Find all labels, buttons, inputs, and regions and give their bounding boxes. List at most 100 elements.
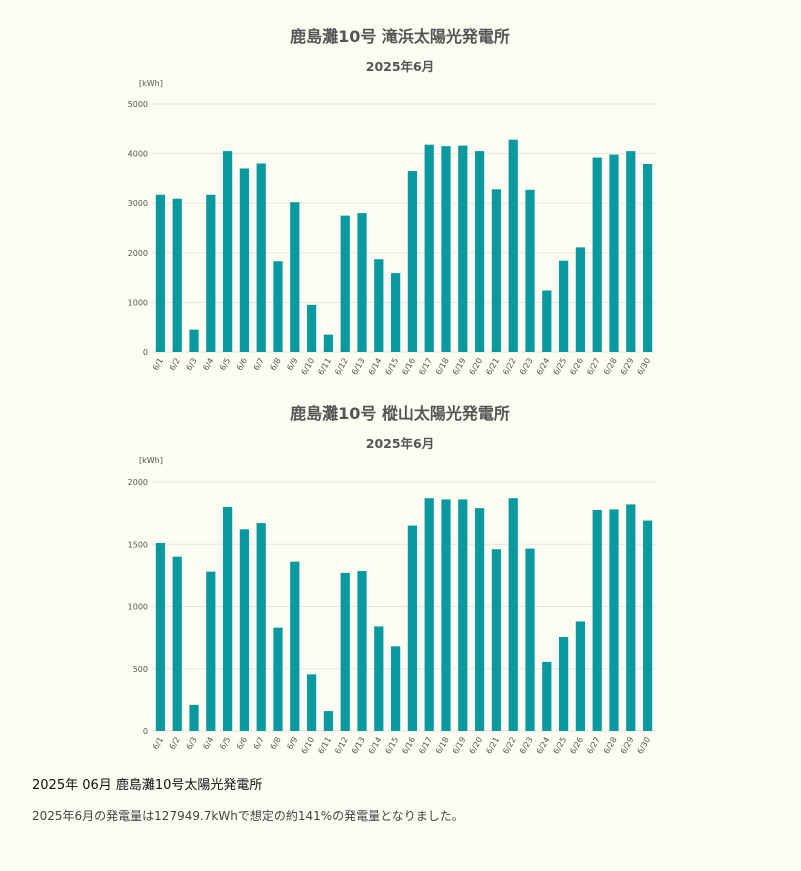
- bar: [508, 498, 518, 731]
- x-tick-label: 6/28: [602, 357, 619, 377]
- bar: [609, 509, 619, 731]
- y-tick-label: 1000: [128, 603, 148, 612]
- x-tick-label: 6/15: [384, 357, 401, 377]
- bar: [525, 548, 535, 731]
- x-tick-label: 6/16: [400, 736, 417, 756]
- x-tick-label: 6/29: [619, 357, 636, 377]
- bar: [222, 151, 233, 352]
- x-tick-label: 6/21: [484, 736, 501, 756]
- bar: [542, 661, 552, 731]
- bar: [592, 157, 602, 352]
- y-tick-label: 1500: [128, 540, 148, 549]
- bar: [172, 198, 182, 352]
- y-tick-label: 0: [143, 727, 148, 736]
- x-tick-label: 6/3: [185, 357, 199, 373]
- bar: [340, 215, 350, 352]
- y-tick-label: 2000: [128, 249, 148, 258]
- x-tick-label: 6/8: [269, 736, 283, 752]
- chart-title: 鹿島灘10号 滝浜太陽光発電所: [290, 27, 510, 46]
- x-tick-label: 6/4: [201, 357, 215, 373]
- bar: [424, 144, 434, 352]
- x-tick-label: 6/20: [468, 736, 485, 756]
- x-tick-label: 6/28: [602, 736, 619, 756]
- y-tick-label: 500: [133, 665, 148, 674]
- x-tick-label: 6/9: [285, 357, 299, 373]
- bar: [189, 704, 199, 731]
- bar: [357, 213, 367, 352]
- bar: [592, 510, 602, 731]
- x-tick-label: 6/27: [585, 736, 602, 756]
- x-tick-label: 6/2: [168, 357, 182, 373]
- x-tick-label: 6/19: [451, 736, 468, 756]
- x-tick-label: 6/12: [333, 736, 350, 756]
- x-tick-label: 6/19: [451, 357, 468, 377]
- x-tick-label: 6/18: [434, 736, 451, 756]
- x-tick-label: 6/17: [417, 736, 434, 756]
- bar: [256, 523, 266, 731]
- bar: [558, 637, 569, 731]
- x-tick-label: 6/7: [252, 736, 266, 752]
- bar: [525, 189, 535, 352]
- x-tick-label: 6/5: [218, 357, 232, 373]
- x-tick-label: 6/10: [300, 736, 317, 756]
- x-tick-label: 6/14: [367, 357, 384, 377]
- x-tick-label: 6/27: [585, 357, 602, 377]
- bar: [407, 170, 418, 352]
- y-unit-label: [kWh]: [139, 456, 163, 465]
- x-tick-label: 6/30: [636, 357, 653, 377]
- x-tick-label: 6/16: [400, 357, 417, 377]
- bar: [407, 525, 418, 731]
- x-tick-label: 6/5: [218, 736, 232, 752]
- bar: [172, 556, 182, 731]
- y-tick-label: 3000: [128, 199, 148, 208]
- bar: [206, 194, 216, 352]
- bar: [357, 571, 367, 731]
- x-tick-label: 6/13: [350, 736, 367, 756]
- x-tick-label: 6/12: [333, 357, 350, 377]
- bar: [306, 304, 317, 352]
- bar: [441, 146, 451, 352]
- bar: [189, 329, 199, 352]
- x-tick-label: 6/20: [468, 357, 485, 377]
- bar: [642, 520, 653, 731]
- summary-section: 2025年 06月 鹿島灘10号太陽光発電所 2025年6月の発電量は12794…: [32, 774, 772, 824]
- bar: [374, 259, 384, 352]
- x-tick-label: 6/24: [535, 357, 552, 377]
- y-tick-label: 0: [143, 348, 148, 357]
- x-tick-label: 6/11: [316, 736, 333, 756]
- bar: [626, 504, 636, 731]
- bar: [424, 498, 434, 731]
- bar: [474, 508, 485, 731]
- x-tick-label: 6/26: [568, 357, 585, 377]
- bar: [458, 499, 468, 731]
- bar: [273, 261, 283, 352]
- bar: [374, 626, 384, 731]
- bar: [290, 202, 300, 352]
- x-tick-label: 6/6: [235, 736, 249, 752]
- x-tick-label: 6/6: [235, 357, 249, 373]
- x-tick-label: 6/17: [417, 357, 434, 377]
- chart-title: 鹿島灘10号 樅山太陽光発電所: [290, 404, 510, 423]
- x-tick-label: 6/11: [316, 357, 333, 377]
- bar: [575, 247, 586, 352]
- x-tick-label: 6/4: [201, 736, 215, 752]
- chart-subtitle: 2025年6月: [366, 436, 435, 451]
- chart-momiyama-svg: 鹿島灘10号 樅山太陽光発電所 2025年6月 [kWh] 0 500 1000 1500 2…: [128, 404, 656, 756]
- x-tick-label: 6/24: [535, 736, 552, 756]
- bar: [306, 674, 317, 731]
- bar: [222, 506, 233, 731]
- bar: [340, 572, 350, 731]
- bar: [206, 571, 216, 731]
- bar: [155, 543, 166, 731]
- x-tick-label: 6/15: [384, 736, 401, 756]
- x-tick-label: 6/2: [168, 736, 182, 752]
- chart-subtitle: 2025年6月: [366, 59, 435, 74]
- x-tick-label: 6/23: [518, 357, 535, 377]
- y-tick-label: 2000: [128, 478, 148, 487]
- bar: [558, 260, 569, 352]
- x-tick-label: 6/22: [501, 357, 518, 377]
- bar: [609, 154, 619, 352]
- chart-momiyama: 鹿島灘10号 樅山太陽光発電所 2025年6月 [kWh] 0 500 1000 1500 2…: [0, 392, 801, 762]
- bar: [508, 139, 518, 352]
- bar: [273, 627, 283, 731]
